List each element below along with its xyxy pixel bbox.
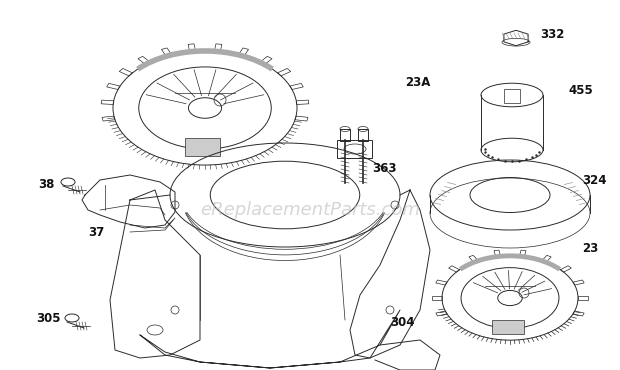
Text: 38: 38 <box>38 178 55 191</box>
Text: 23: 23 <box>582 242 598 255</box>
Bar <box>340 129 350 141</box>
Text: 455: 455 <box>568 84 593 97</box>
Text: 363: 363 <box>372 161 397 175</box>
Text: 332: 332 <box>540 28 564 41</box>
Bar <box>185 138 220 156</box>
Text: 37: 37 <box>88 225 104 239</box>
Bar <box>504 89 520 103</box>
Bar <box>337 140 372 158</box>
Bar <box>492 320 524 334</box>
Text: 324: 324 <box>582 174 606 186</box>
Text: 305: 305 <box>36 312 61 324</box>
Bar <box>358 129 368 141</box>
Text: eReplacementParts.com: eReplacementParts.com <box>200 201 420 219</box>
Text: 23A: 23A <box>405 75 430 88</box>
Text: 304: 304 <box>390 316 415 329</box>
